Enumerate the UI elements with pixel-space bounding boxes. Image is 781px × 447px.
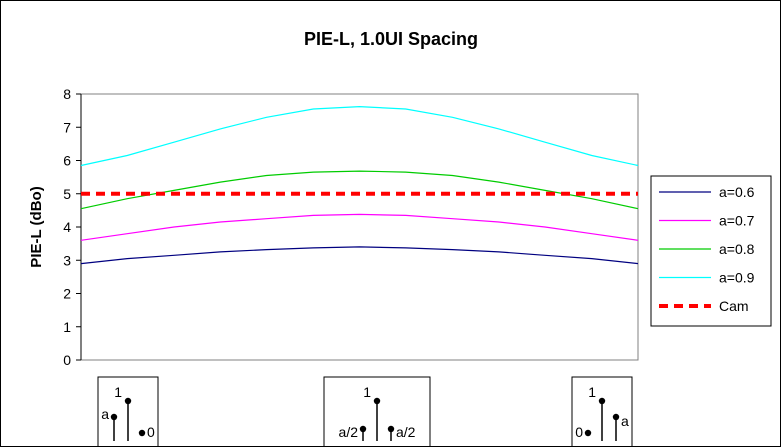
y-tick-label: 1 [63, 319, 71, 335]
legend-label: Cam [719, 298, 749, 314]
main-tap-label: 1 [114, 384, 122, 400]
y-tick-label: 6 [63, 153, 71, 169]
legend-label: a=0.6 [719, 184, 755, 200]
main-tap-marker [124, 397, 132, 405]
y-tick-label: 2 [63, 286, 71, 302]
pulse-diagram-center: 1 a/2 a/2 [323, 376, 431, 446]
post-tap-marker [138, 429, 146, 437]
main-tap-label: 1 [588, 384, 596, 400]
pulse-diagram-right: 1 0 a [571, 376, 633, 446]
y-tick-label: 4 [63, 219, 71, 235]
y-tick-label: 7 [63, 119, 71, 135]
post-tap-label: a [621, 413, 629, 429]
legend-label: a=0.7 [719, 213, 755, 229]
pulse-diagram-left: 1a 0 [97, 376, 159, 446]
plot-area [80, 93, 639, 361]
pre-tap-marker [110, 413, 118, 421]
post-tap-marker [387, 425, 395, 433]
y-axis-title: PIE-L (dBo) [28, 186, 45, 267]
y-axis: 0 1 2 3 4 5 6 7 8 [63, 86, 82, 368]
y-tick-label: 3 [63, 252, 71, 268]
pre-tap-marker [584, 429, 592, 437]
y-tick-label: 8 [63, 86, 71, 102]
post-tap-marker [612, 413, 620, 421]
pre-tap-label: 0 [575, 424, 583, 440]
series-line-a-0-9 [80, 105, 639, 167]
main-tap-marker [598, 397, 606, 405]
legend-label: a=0.8 [719, 241, 755, 257]
post-tap-label: 0 [147, 424, 155, 440]
series-line-a-0-8 [80, 170, 639, 210]
chart-title: PIE-L, 1.0UI Spacing [304, 29, 478, 49]
post-tap-label: a/2 [396, 424, 416, 440]
legend-label: a=0.9 [719, 270, 755, 286]
series-layer [80, 105, 639, 265]
pre-tap-label: a [101, 406, 109, 422]
legend: a=0.6 a=0.7 a=0.8 a=0.9 Cam [650, 175, 772, 327]
legend-box [650, 175, 772, 327]
main-tap-marker [373, 397, 381, 405]
main-tap-label: 1 [363, 384, 371, 400]
pre-tap-label: a/2 [339, 424, 359, 440]
series-line-a-0-6 [80, 246, 639, 265]
series-line-a-0-7 [80, 213, 639, 241]
pre-tap-marker [359, 425, 367, 433]
y-tick-label: 0 [63, 352, 71, 368]
y-tick-label: 5 [63, 186, 71, 202]
